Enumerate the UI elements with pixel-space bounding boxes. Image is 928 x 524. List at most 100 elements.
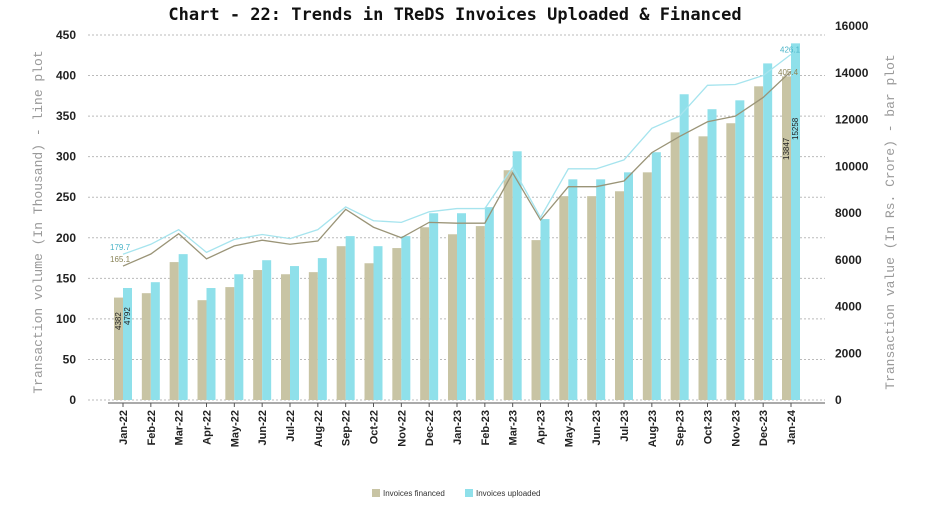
- chart-title: Chart - 22: Trends in TReDS Invoices Upl…: [168, 5, 741, 25]
- bar-financed: [642, 172, 652, 400]
- x-tick-label: Dec-23: [758, 410, 770, 446]
- x-tick-label: Aug-22: [313, 410, 325, 447]
- bar-uploaded: [540, 219, 550, 400]
- y-tick-left: 50: [63, 352, 77, 366]
- label-bar-financed-last: 13847: [782, 137, 791, 160]
- legend-swatch-uploaded: [465, 489, 473, 497]
- x-tick-label: Jul-23: [619, 410, 631, 442]
- bar-uploaded: [206, 288, 216, 400]
- x-tick-label: Jul-22: [285, 410, 297, 442]
- x-tick-label: Oct-23: [703, 410, 715, 444]
- bar-uploaded: [735, 100, 745, 401]
- y-tick-left: 250: [56, 190, 76, 204]
- x-tick-label: Feb-23: [480, 410, 492, 445]
- line-uploaded: [122, 53, 792, 255]
- bar-uploaded: [512, 151, 522, 400]
- x-tick-label: Apr-22: [202, 410, 214, 445]
- bar-financed: [364, 263, 374, 400]
- bar-uploaded: [679, 94, 689, 400]
- label-line-financed-first: 165.1: [110, 255, 131, 264]
- bar-financed: [670, 132, 680, 400]
- legend: Invoices financed Invoices uploaded: [372, 489, 541, 498]
- y-tick-left: 200: [56, 231, 76, 245]
- bar-uploaded: [791, 43, 800, 401]
- bar-uploaded: [707, 109, 717, 400]
- y-tick-right: 12000: [835, 113, 869, 127]
- bar-financed: [225, 287, 235, 400]
- bar-uploaded: [568, 179, 578, 400]
- x-tick-label: Jun-22: [257, 410, 269, 445]
- y-tick-left: 100: [56, 312, 76, 326]
- bar-uploaded: [234, 274, 244, 400]
- x-tick-label: May-22: [229, 410, 241, 447]
- bar-financed: [253, 270, 263, 400]
- bar-financed: [615, 191, 624, 400]
- y-tick-left: 400: [56, 69, 76, 83]
- label-bar-uploaded-last: 15258: [791, 117, 800, 140]
- bar-financed: [475, 226, 485, 400]
- x-tick-label: Aug-23: [647, 410, 659, 447]
- bar-uploaded: [150, 282, 160, 400]
- bar-financed: [531, 240, 541, 400]
- y-tick-right: 0: [835, 393, 842, 407]
- bar-uploaded: [178, 254, 188, 400]
- bar-uploaded: [262, 260, 272, 400]
- x-tick-label: Nov-23: [730, 410, 742, 447]
- label-line-uploaded-first: 179.7: [110, 243, 131, 252]
- bar-financed: [169, 262, 179, 400]
- y-tick-right: 6000: [835, 253, 862, 267]
- bar-financed: [281, 274, 290, 400]
- bar-uploaded: [401, 236, 411, 400]
- bar-uploaded: [429, 213, 439, 400]
- y-tick-right: 16000: [835, 19, 869, 33]
- bar-uploaded: [290, 266, 299, 400]
- y-tick-left: 450: [56, 28, 76, 42]
- bars: [114, 43, 800, 401]
- y-tick-right: 2000: [835, 346, 862, 360]
- y-axis-right-label: Transaction value (In Rs. Crore) - bar p…: [883, 54, 898, 389]
- x-tick-label: Dec-22: [424, 410, 436, 446]
- x-tick-label: Jan-24: [786, 409, 798, 445]
- legend-swatch-financed: [372, 489, 380, 497]
- bar-financed: [141, 293, 151, 400]
- y-axis-left-label: Transaction volume (In Thousand) - line …: [31, 50, 46, 393]
- y-tick-right: 8000: [835, 206, 862, 220]
- bar-financed: [114, 297, 123, 400]
- bar-financed: [587, 196, 597, 400]
- bar-uploaded: [624, 172, 633, 400]
- y-tick-right: 10000: [835, 159, 869, 173]
- x-tick-label: Mar-23: [508, 410, 520, 445]
- bar-uploaded: [373, 246, 383, 400]
- x-tick-label: Oct-22: [369, 410, 381, 444]
- x-tick-label: Jan-23: [452, 410, 464, 445]
- legend-label-uploaded: Invoices uploaded: [476, 489, 541, 498]
- bar-uploaded: [123, 287, 132, 400]
- ticks: 0 50 100 150 200 250 300 350 400 450 0 2000 4000 6000…: [56, 19, 869, 447]
- x-tick-label: Nov-22: [396, 410, 408, 447]
- x-tick-label: Mar-22: [174, 410, 186, 445]
- x-tick-label: Sep-23: [675, 410, 687, 446]
- bar-financed: [336, 246, 346, 400]
- bar-financed: [503, 170, 513, 400]
- bar-financed: [308, 272, 318, 400]
- lines: [122, 53, 792, 267]
- y-tick-right: 4000: [835, 300, 862, 314]
- y-tick-right: 14000: [835, 66, 869, 80]
- y-tick-left: 350: [56, 109, 76, 123]
- bar-uploaded: [651, 152, 661, 400]
- bar-uploaded: [345, 236, 355, 400]
- x-tick-label: Feb-22: [146, 410, 158, 445]
- bar-financed: [392, 248, 402, 400]
- label-bar-financed-first: 4382: [114, 312, 123, 330]
- x-tick-label: Sep-22: [341, 410, 353, 446]
- bar-financed: [754, 86, 764, 401]
- bar-financed: [782, 76, 791, 400]
- bar-financed: [448, 234, 457, 400]
- bar-uploaded: [763, 63, 773, 401]
- y-tick-left: 0: [69, 393, 76, 407]
- bar-uploaded: [317, 258, 327, 400]
- bar-financed: [698, 136, 708, 400]
- bar-financed: [559, 196, 569, 400]
